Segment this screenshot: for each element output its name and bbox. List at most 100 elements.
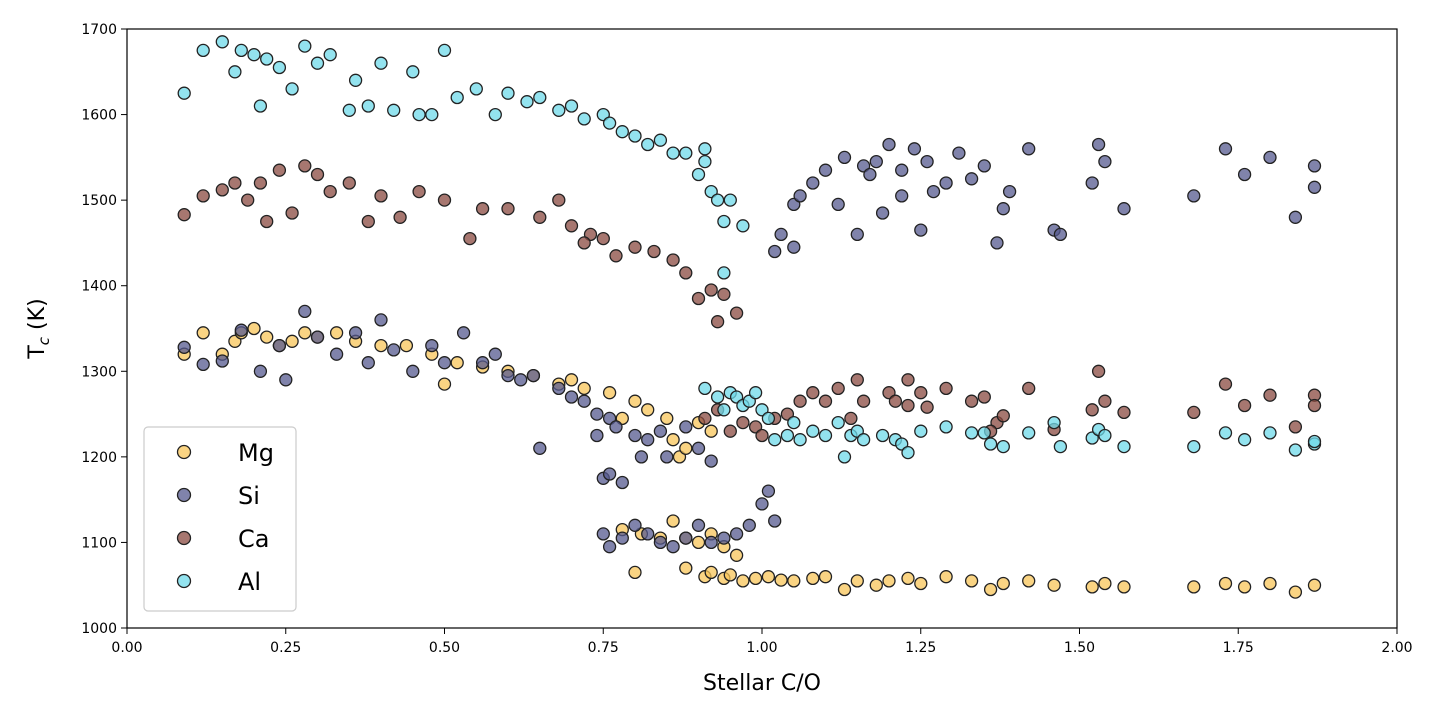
point-al — [412, 107, 426, 122]
point-mg — [1022, 574, 1036, 588]
x-tick-label: 2.00 — [1381, 640, 1412, 656]
y-axis-title-unit: (K) — [25, 298, 50, 337]
point-al — [983, 437, 998, 451]
point-si — [1288, 210, 1303, 224]
point-al — [1047, 415, 1061, 430]
point-ca — [412, 184, 426, 199]
point-si — [177, 340, 191, 354]
point-al — [710, 193, 725, 207]
point-si — [387, 343, 401, 357]
point-al — [831, 415, 845, 430]
point-mg — [837, 582, 852, 597]
point-ca — [342, 176, 356, 190]
point-si — [602, 540, 617, 554]
point-ca — [717, 287, 731, 301]
point-al — [837, 450, 852, 464]
point-ca — [729, 306, 744, 320]
point-ca — [888, 394, 903, 408]
point-al — [1263, 426, 1277, 440]
point-mg — [660, 411, 674, 426]
point-mg — [939, 570, 953, 584]
point-si — [729, 527, 744, 541]
point-ca — [901, 398, 915, 413]
point-mg — [628, 565, 642, 580]
point-mg — [437, 377, 452, 391]
point-si — [895, 163, 909, 177]
point-si — [361, 356, 375, 370]
point-si — [850, 227, 864, 242]
point-ca — [215, 183, 229, 197]
point-ca — [609, 249, 623, 263]
point-mg — [679, 561, 693, 575]
point-al — [736, 219, 750, 233]
point-si — [875, 206, 890, 220]
point-ca — [1237, 398, 1252, 413]
point-si — [456, 326, 471, 340]
point-si — [1085, 176, 1099, 190]
point-mg — [577, 381, 591, 396]
point-ca — [1288, 420, 1303, 434]
point-si — [704, 535, 718, 550]
point-al — [1022, 426, 1036, 440]
point-al — [615, 125, 629, 139]
point-si — [1117, 202, 1131, 216]
point-si — [279, 373, 293, 387]
point-ca — [310, 167, 325, 182]
point-ca — [1218, 377, 1233, 391]
point-mg — [285, 334, 299, 348]
point-al — [323, 48, 337, 62]
point-ca — [1091, 364, 1106, 378]
point-mg — [761, 570, 776, 584]
point-al — [361, 99, 375, 113]
point-ca — [552, 193, 566, 207]
point-si — [437, 356, 452, 370]
point-ca — [272, 163, 287, 177]
point-ca — [844, 411, 858, 426]
point-ca — [666, 253, 680, 267]
y-axis-title-sub: c — [35, 336, 53, 345]
point-mg — [374, 338, 388, 353]
x-tick-label: 1.00 — [746, 640, 777, 656]
point-si — [577, 394, 591, 408]
point-si — [488, 347, 502, 361]
point-si — [1098, 154, 1112, 169]
point-si — [717, 531, 731, 545]
y-tick-label: 1500 — [81, 193, 117, 209]
points-layer — [177, 35, 1322, 599]
point-si — [533, 441, 547, 455]
point-mg — [399, 338, 414, 353]
point-si — [914, 223, 928, 237]
point-al — [787, 415, 801, 430]
point-ca — [1098, 394, 1112, 408]
point-mg — [704, 565, 718, 580]
point-al — [901, 445, 915, 460]
point-si — [768, 244, 782, 259]
point-mg — [298, 326, 312, 340]
point-ca — [196, 189, 210, 203]
point-si — [425, 338, 439, 353]
point-ca — [920, 400, 934, 414]
point-mg — [1187, 580, 1201, 594]
point-si — [926, 184, 941, 199]
point-al — [818, 428, 833, 443]
point-si — [863, 167, 877, 182]
point-ca — [437, 193, 452, 207]
series-si — [177, 137, 1322, 554]
point-si — [1218, 142, 1233, 156]
point-ca — [996, 409, 1010, 423]
point-mg — [1237, 580, 1252, 594]
point-ca — [647, 244, 661, 259]
point-mg — [996, 576, 1010, 591]
point-ca — [628, 240, 642, 254]
point-al — [717, 214, 731, 229]
point-si — [990, 236, 1004, 250]
y-tick-label: 1400 — [81, 279, 117, 295]
point-si — [1263, 150, 1277, 165]
point-ca — [901, 373, 915, 387]
point-si — [691, 518, 706, 532]
point-ca — [463, 231, 477, 246]
point-mg — [1263, 576, 1277, 591]
point-al — [698, 154, 712, 169]
point-al — [469, 82, 483, 96]
